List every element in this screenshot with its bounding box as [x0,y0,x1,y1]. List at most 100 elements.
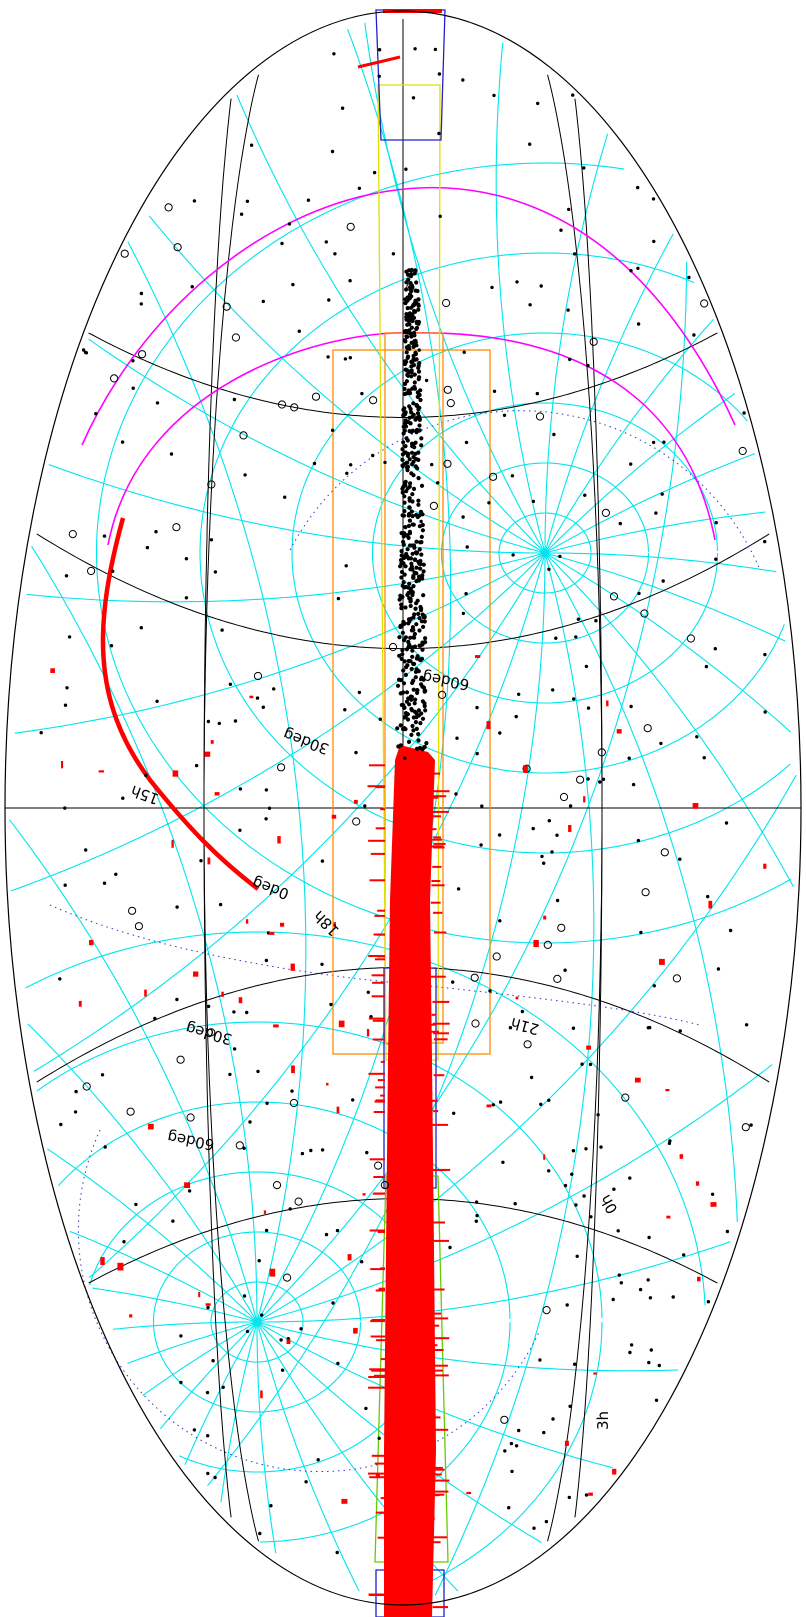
source-point [407,505,412,510]
source-point [416,307,421,312]
source-point [725,1229,730,1234]
source-point [399,569,405,575]
red-marker [375,1086,385,1089]
source-point [510,1469,514,1474]
open-circle-marker [700,299,709,308]
source-point [320,962,324,966]
source-point [209,538,214,542]
source-point [73,1110,78,1114]
source-point [418,540,423,545]
red-marker [431,1344,438,1347]
source-point [102,534,107,538]
dec-circle [210,1281,304,1363]
red-marker [431,1324,440,1327]
open-circle-marker [120,249,129,258]
source-point [763,710,767,714]
source-point [404,690,410,695]
red-marker [475,655,481,658]
source-point [455,736,459,740]
red-marker [433,790,450,793]
source-point [710,1192,715,1197]
source-point [320,1148,325,1152]
source-points [39,47,767,1555]
source-point [402,659,407,664]
source-point [475,1213,479,1218]
source-point [404,312,409,317]
source-point [411,96,416,100]
source-point [412,701,417,706]
source-point [369,1015,373,1019]
red-marker [333,922,336,927]
red-marker [354,799,358,804]
red-marker [606,700,609,707]
source-point [480,804,484,808]
red-marker [486,721,491,730]
source-point [629,1343,634,1347]
source-point [412,644,418,649]
source-point [409,267,414,273]
source-point [280,241,284,246]
open-circle-marker [523,1040,532,1049]
source-point [245,199,250,203]
source-point [411,627,416,633]
source-point [408,284,413,289]
source-point [409,370,414,375]
red-marker [210,740,214,744]
source-point [405,547,410,552]
red-marker [370,1320,385,1323]
red-marker [431,1288,445,1291]
dec-circle [152,1231,362,1413]
source-point [408,596,413,602]
open-circle-marker [621,1093,630,1102]
source-point [297,329,301,333]
ra-meridian [127,1321,258,1364]
red-marker [372,1192,385,1195]
red-marker [277,836,281,844]
source-point [399,602,404,607]
red-marker [374,1462,385,1465]
source-point [763,539,767,544]
ra-meridian [544,453,755,554]
source-point [517,692,521,696]
ra-meridian [14,552,546,734]
open-circle-marker [186,1113,195,1122]
source-point [410,414,415,419]
source-point [583,493,587,497]
source-point [402,428,407,433]
red-marker [341,1498,348,1504]
source-point [682,1253,686,1257]
sky-outline [4,10,802,1606]
red-marker [431,1013,437,1016]
source-point [411,473,416,478]
source-point [574,1203,578,1207]
source-point [401,561,406,566]
red-marker [430,1541,441,1544]
source-point [510,474,515,478]
source-point [438,214,442,218]
red-marker [431,1468,445,1471]
open-circle-marker [576,775,585,784]
source-point [411,363,416,368]
source-point [563,1183,568,1188]
source-point [402,483,407,488]
label-ra-3h: 3h [594,1411,612,1430]
open-circle-marker [253,671,263,681]
open-circle-marker [176,1055,185,1064]
open-circle-marker [235,1141,244,1150]
open-circle-marker [290,403,299,412]
open-circle-marker [134,922,143,931]
source-point [678,857,682,861]
red-marker [431,1364,448,1367]
source-point [238,787,243,791]
open-circle-marker [231,333,240,342]
source-point [145,545,150,550]
source-point [417,547,422,552]
red-marker [369,1368,385,1371]
source-point [228,682,233,686]
source-point [503,1449,507,1453]
source-point [179,1380,183,1385]
source-point [464,592,468,596]
red-marker [375,1473,380,1478]
source-point [409,732,414,738]
source-point [84,351,89,355]
